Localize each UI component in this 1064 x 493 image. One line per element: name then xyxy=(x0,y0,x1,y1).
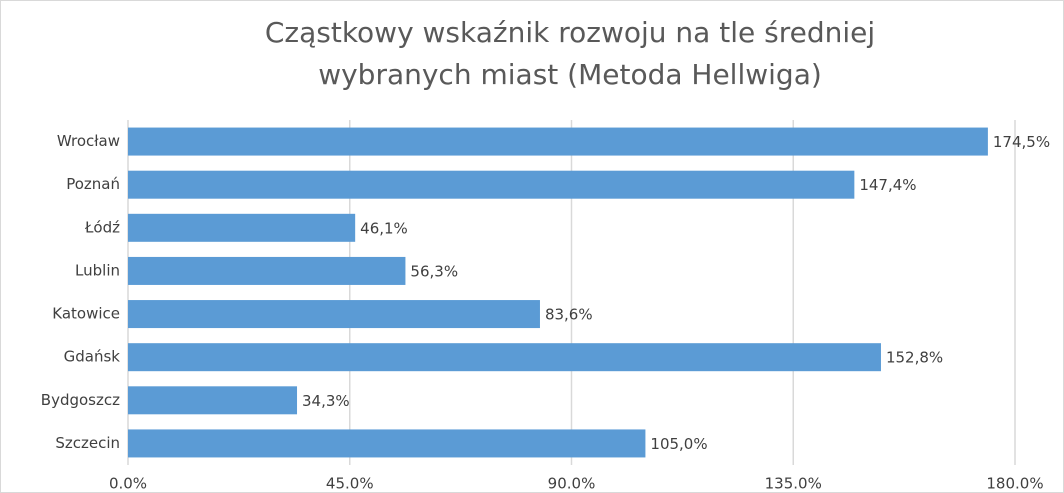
x-tick-label: 45.0% xyxy=(326,475,374,493)
y-tick-label: Wrocław xyxy=(57,132,120,150)
data-label: 56,3% xyxy=(410,262,458,280)
bar xyxy=(128,343,881,372)
data-label: 83,6% xyxy=(545,306,593,324)
data-label: 152,8% xyxy=(886,349,943,367)
data-label: 46,1% xyxy=(360,219,408,237)
data-label: 174,5% xyxy=(993,133,1050,151)
chart-title: Cząstkowy wskaźnik rozwoju na tle średni… xyxy=(265,16,875,49)
chart-title: wybranych miast (Metoda Hellwiga) xyxy=(318,58,822,91)
y-tick-label: Gdańsk xyxy=(64,348,121,366)
data-label: 105,0% xyxy=(650,435,707,453)
bar xyxy=(128,127,988,156)
y-tick-label: Łódź xyxy=(84,218,120,236)
x-tick-label: 90.0% xyxy=(548,475,596,493)
x-tick-label: 135.0% xyxy=(765,475,822,493)
bar xyxy=(128,300,540,329)
bar xyxy=(128,170,855,199)
y-tick-label: Poznań xyxy=(66,175,120,193)
y-tick-label: Szczecin xyxy=(55,434,120,452)
bar xyxy=(128,213,356,242)
data-label: 34,3% xyxy=(302,392,350,410)
bar xyxy=(128,256,406,285)
y-tick-label: Bydgoszcz xyxy=(41,391,120,409)
bar xyxy=(128,429,646,458)
y-tick-label: Lublin xyxy=(75,261,120,279)
x-tick-label: 180.0% xyxy=(986,475,1043,493)
bar xyxy=(128,386,298,415)
y-tick-label: Katowice xyxy=(52,305,120,323)
x-tick-label: 0.0% xyxy=(109,475,147,493)
data-label: 147,4% xyxy=(859,176,916,194)
